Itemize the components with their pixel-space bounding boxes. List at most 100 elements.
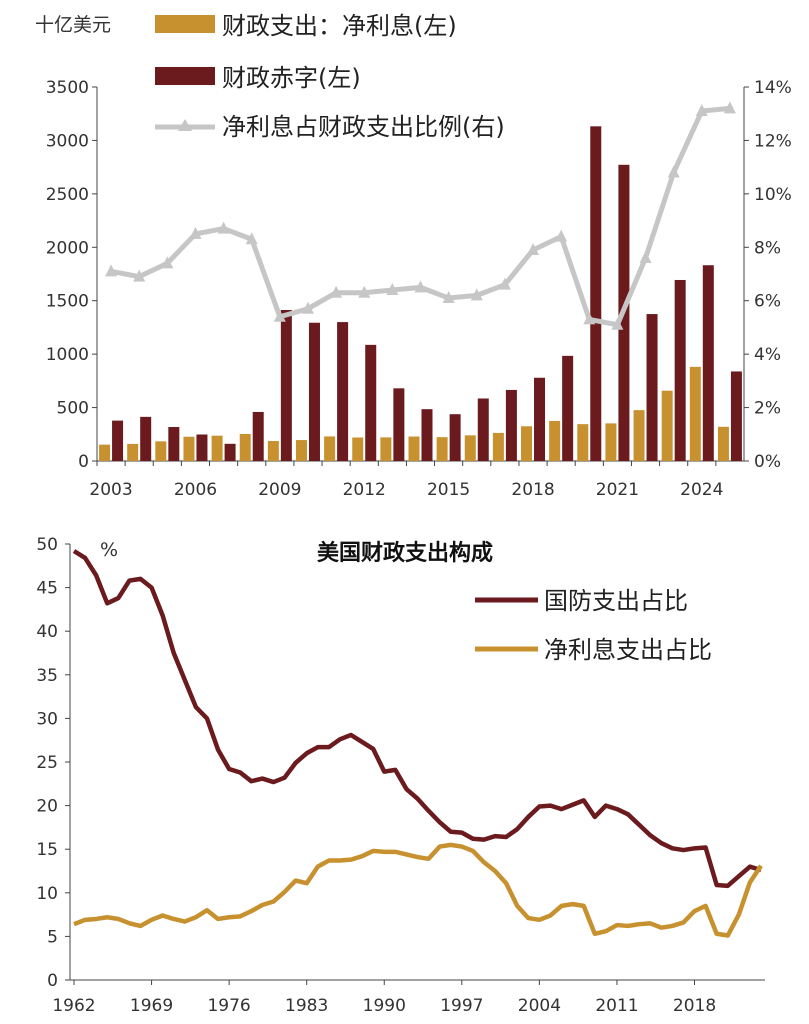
bottom-y-tick-label: 0 [47, 971, 58, 991]
bar-deficit [590, 126, 602, 461]
legend-swatch-interest [155, 15, 215, 33]
left-y-tick-label: 1500 [46, 292, 89, 312]
bar-deficit [196, 434, 208, 461]
top-unit-label: 十亿美元 [35, 14, 111, 36]
bar-interest [689, 366, 701, 461]
right-y-tick-label: 8% [754, 238, 781, 258]
left-y-tick-label: 0 [78, 452, 89, 472]
left-y-tick-label: 500 [57, 399, 89, 419]
bar-deficit [168, 427, 180, 461]
bar-deficit [449, 414, 461, 461]
right-y-tick-label: 12% [754, 131, 792, 151]
ratio-point [470, 288, 483, 301]
left-y-tick-label: 1000 [46, 345, 89, 365]
bar-interest [155, 441, 167, 461]
bar-interest [464, 435, 476, 461]
ratio-point [301, 301, 314, 314]
bar-deficit [646, 314, 658, 461]
bar-interest [492, 432, 504, 461]
bottom-y-tick-label: 30 [36, 709, 58, 729]
bottom-unit-label: % [100, 539, 118, 561]
left-y-tick-label: 2500 [46, 185, 89, 205]
bar-deficit [421, 409, 433, 461]
bar-interest [183, 436, 195, 461]
bar-deficit [337, 322, 349, 461]
ratio-point [695, 104, 708, 117]
left-y-tick-label: 3500 [46, 78, 89, 98]
bottom-y-tick-label: 10 [36, 884, 58, 904]
bottom-y-tick-label: 50 [36, 535, 58, 555]
bottom-x-tick-label: 1983 [285, 996, 328, 1016]
ratio-point [273, 309, 286, 322]
x-tick-label: 2024 [680, 480, 723, 500]
legend-label-interest: 财政支出：净利息(左) [222, 12, 457, 40]
legend-label-interest-share: 净利息支出占比 [544, 636, 712, 664]
right-y-tick-label: 0% [754, 452, 781, 472]
defense-share-line [72, 549, 762, 889]
bar-deficit [534, 377, 546, 461]
ratio-point [386, 283, 399, 296]
x-tick-label: 2012 [343, 480, 386, 500]
ratio-point [161, 256, 174, 269]
ratio-point [639, 250, 652, 263]
ratio-point [723, 101, 736, 114]
ratio-point [414, 280, 427, 293]
bottom-x-tick-label: 2011 [595, 996, 638, 1016]
left-y-tick-label: 3000 [46, 131, 89, 151]
right-y-tick-label: 4% [754, 345, 781, 365]
bar-deficit [365, 344, 377, 461]
ratio-point [358, 285, 371, 298]
bar-deficit [140, 416, 152, 461]
bar-interest [99, 444, 111, 461]
bottom-x-tick-label: 1969 [130, 996, 173, 1016]
legend-bottom: 国防支出占比 净利息支出占比 [475, 587, 712, 664]
ratio-point [330, 285, 343, 298]
bar-interest [267, 441, 279, 461]
bar-interest [408, 436, 420, 461]
right-y-tick-label: 10% [754, 185, 792, 205]
bottom-y-tick-label: 40 [36, 622, 58, 642]
bar-deficit [505, 389, 517, 461]
bar-deficit [252, 411, 264, 461]
bottom-x-tick-label: 2018 [673, 996, 716, 1016]
right-y-tick-label: 6% [754, 292, 781, 312]
bar-deficit [477, 398, 489, 461]
chart-top-deficit-interest: 十亿美元 0 500 1000 1500 2000 2500 3000 3500 0% 2% 4%… [35, 12, 792, 500]
legend-marker-ratio [178, 119, 192, 131]
right-y-tick-label: 2% [754, 399, 781, 419]
bottom-y-tick-label: 25 [36, 753, 58, 773]
bar-deficit [308, 322, 320, 461]
bottom-chart-title: 美国财政支出构成 [317, 540, 493, 566]
x-tick-label: 2003 [89, 480, 132, 500]
bottom-x-tick-label: 1997 [440, 996, 483, 1016]
bottom-x-tick-label: 1976 [207, 996, 250, 1016]
bar-interest [549, 420, 561, 461]
right-y-tick-label: 14% [754, 78, 792, 98]
legend-swatch-deficit [155, 67, 215, 85]
ratio-point [133, 269, 146, 282]
legend-label-defense: 国防支出占比 [544, 587, 688, 615]
ratio-point [442, 291, 455, 304]
ratio-point [555, 229, 568, 242]
interest-share-line [73, 842, 763, 938]
x-tick-label: 2021 [596, 480, 639, 500]
bar-deficit [112, 420, 124, 461]
legend-label-deficit: 财政赤字(左) [222, 64, 361, 92]
ratio-point [105, 264, 118, 277]
bar-interest [211, 435, 223, 461]
bar-interest [352, 437, 364, 461]
bar-interest [127, 443, 139, 461]
bar-interest [521, 426, 533, 461]
bottom-y-tick-label: 35 [36, 666, 58, 686]
bottom-y-tick-label: 15 [36, 840, 58, 860]
bottom-y-tick-label: 45 [36, 579, 58, 599]
bar-interest [605, 423, 617, 461]
legend-top: 财政支出：净利息(左) 财政赤字(左) 净利息占财政支出比例(右) [155, 12, 505, 141]
bar-deficit [393, 388, 405, 461]
ratio-point [217, 221, 230, 234]
bar-interest [324, 436, 336, 461]
bar-deficit [730, 371, 742, 461]
ratio-point [189, 226, 202, 239]
bar-interest [717, 426, 729, 461]
ratio-point [611, 317, 624, 330]
